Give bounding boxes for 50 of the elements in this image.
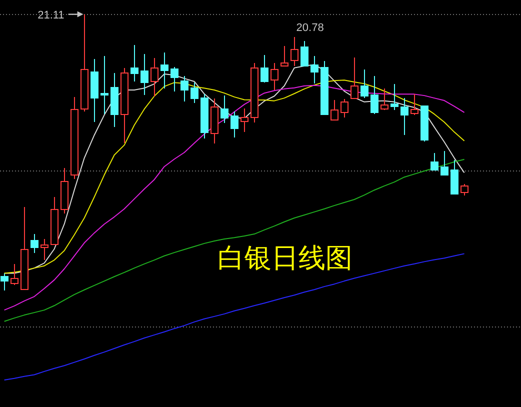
candlestick bbox=[40, 238, 48, 261]
candlestick bbox=[260, 54, 268, 84]
candlestick bbox=[60, 167, 68, 214]
candlestick bbox=[320, 60, 328, 115]
candlestick bbox=[110, 72, 118, 128]
candlestick bbox=[220, 94, 228, 124]
candlestick bbox=[360, 68, 368, 98]
candlestick bbox=[180, 75, 188, 102]
annotation: 20.78 bbox=[296, 22, 324, 34]
candlestick bbox=[100, 56, 108, 114]
candlestick bbox=[460, 184, 468, 196]
candlestick bbox=[390, 83, 398, 110]
candlestick bbox=[290, 36, 298, 66]
candlestick bbox=[270, 62, 278, 91]
text: 白银日线图 bbox=[218, 243, 352, 274]
candlestick bbox=[0, 272, 8, 292]
candlestick bbox=[230, 111, 238, 138]
candlestick bbox=[300, 40, 308, 66]
candlestick bbox=[30, 234, 38, 254]
candlestick bbox=[420, 106, 428, 142]
candlestick bbox=[70, 96, 78, 180]
candlestick bbox=[340, 98, 348, 118]
candlestick bbox=[10, 263, 18, 286]
candlestick bbox=[330, 99, 338, 121]
candlestick bbox=[200, 94, 208, 139]
candlestick bbox=[430, 152, 438, 170]
candlestick bbox=[130, 44, 138, 82]
candlestick bbox=[380, 88, 388, 110]
candlestick bbox=[190, 82, 198, 104]
candlestick bbox=[370, 75, 378, 115]
candlestick bbox=[440, 150, 448, 176]
candlestick bbox=[170, 66, 178, 92]
candlestick bbox=[90, 58, 98, 122]
candlestick bbox=[20, 206, 28, 290]
candlestick bbox=[410, 94, 418, 116]
candlestick bbox=[350, 56, 358, 100]
candlestick bbox=[280, 46, 288, 66]
candlestick bbox=[250, 62, 258, 124]
candlestick bbox=[310, 55, 318, 84]
candlestick bbox=[140, 54, 148, 96]
candlestick bbox=[240, 108, 248, 132]
candlestick bbox=[150, 57, 158, 98]
candlestick bbox=[400, 98, 408, 136]
candlestick bbox=[450, 159, 458, 194]
candlestick bbox=[50, 196, 58, 245]
annotation: 21.11 bbox=[38, 9, 64, 22]
candlestick bbox=[80, 14, 88, 112]
candlestick bbox=[160, 52, 168, 89]
candlestick bbox=[210, 98, 218, 144]
candlestick bbox=[120, 68, 128, 144]
